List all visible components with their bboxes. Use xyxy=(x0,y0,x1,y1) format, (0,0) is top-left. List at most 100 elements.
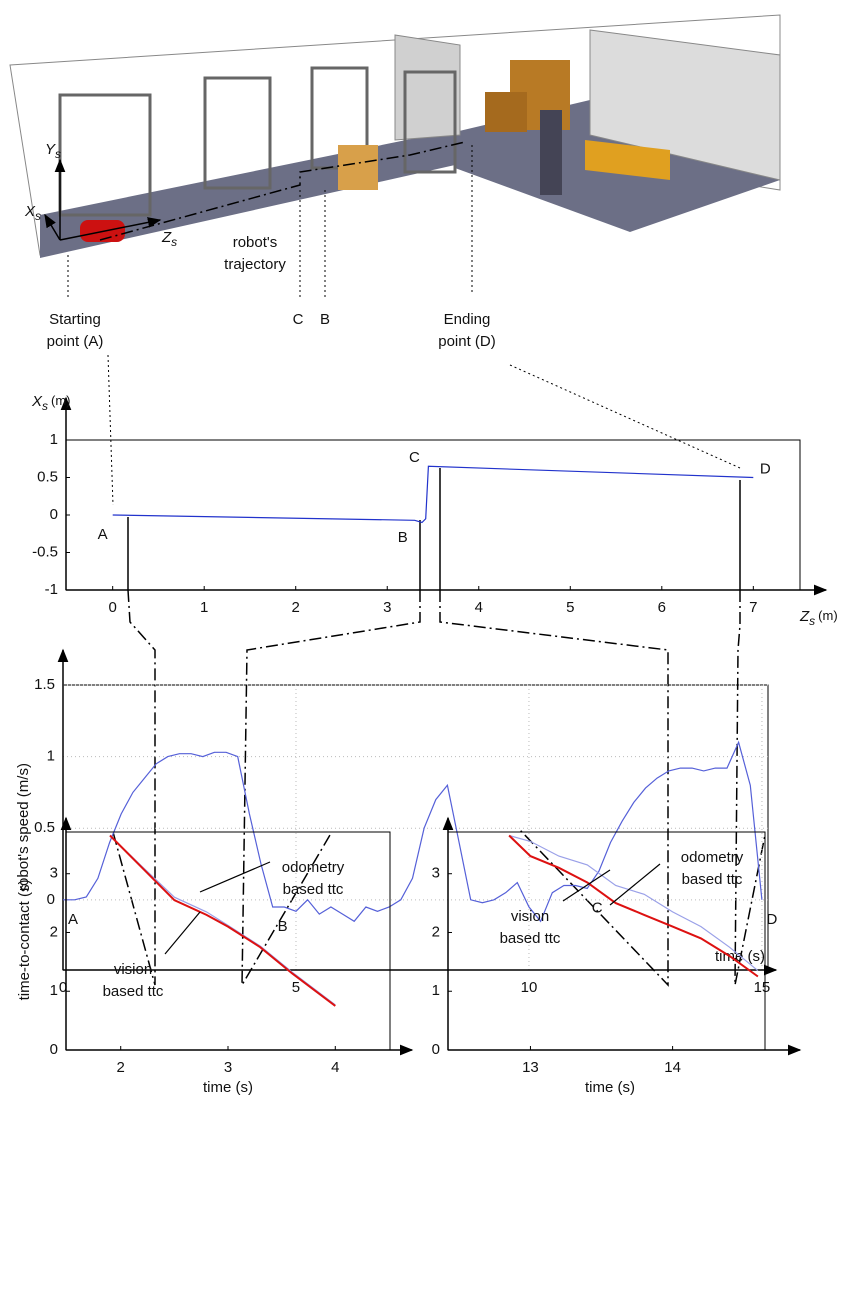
annotation-leader xyxy=(562,869,611,902)
x-tick-label: 6 xyxy=(658,599,666,616)
series-line xyxy=(112,465,754,524)
point-label: D xyxy=(767,911,778,928)
x-tick-label: 3 xyxy=(383,599,391,616)
pallet xyxy=(338,145,378,190)
scene: Ys Xs Zs robot's trajectory Starting poi… xyxy=(9,14,781,350)
point-label: A xyxy=(68,911,78,928)
point-label: B xyxy=(278,918,288,935)
x-tick-label: 10 xyxy=(521,979,538,996)
x-tick-label: 7 xyxy=(749,599,757,616)
axis-arrow xyxy=(59,217,162,241)
y-axis-label: robot's speed (m/s) xyxy=(15,763,32,891)
room-wall xyxy=(589,29,781,181)
y-axis-label: X xyxy=(31,393,43,410)
annotation: vision xyxy=(511,908,549,925)
x-axis-label: time (s) xyxy=(585,1079,635,1096)
annotation-leader xyxy=(199,861,271,893)
scene-label: C xyxy=(293,311,304,328)
axis-label: Xs xyxy=(24,203,41,223)
plot: 13 14 0 1 2 3 time (s) odometry based ttc vision b… xyxy=(432,816,802,1096)
point-label: D xyxy=(760,460,771,477)
y-tick-label: 3 xyxy=(50,865,58,882)
x-tick-label: 15 xyxy=(754,979,771,996)
y-tick-label: 1 xyxy=(50,982,58,999)
annotation: based ttc xyxy=(283,881,344,898)
x-tick-label: 0 xyxy=(109,599,117,616)
x-tick-label: 3 xyxy=(224,1059,232,1076)
y-tick-label: -1 xyxy=(45,581,58,598)
x-axis-label: time (s) xyxy=(203,1079,253,1096)
trajectory xyxy=(99,141,466,241)
x-tick-label: 4 xyxy=(475,599,483,616)
leader xyxy=(107,354,114,506)
scene-label: B xyxy=(320,311,330,328)
scene-label: Starting xyxy=(49,311,101,328)
point-label: A xyxy=(98,526,108,543)
x-tick-label: 2 xyxy=(117,1059,125,1076)
scene-label: trajectory xyxy=(224,256,286,273)
y-axis-label: s xyxy=(42,399,48,413)
y-axis-label: time-to-contact (s) xyxy=(16,880,33,1001)
annotation: based ttc xyxy=(500,930,561,947)
annotation-leader xyxy=(609,863,661,906)
annotation: odometry xyxy=(282,859,345,876)
door xyxy=(58,93,152,217)
x-tick-label: 5 xyxy=(292,979,300,996)
y-tick-label: 0 xyxy=(50,1041,58,1058)
connector xyxy=(439,590,669,987)
y-tick-label: 0 xyxy=(432,1041,440,1058)
scene-label: point (A) xyxy=(47,333,104,350)
y-tick-label: 1 xyxy=(50,431,58,448)
annotation: based ttc xyxy=(682,871,743,888)
person xyxy=(540,110,562,195)
axis-label: Zs xyxy=(161,229,177,249)
y-axis-label: (m) xyxy=(51,393,71,408)
annotation: vision xyxy=(114,961,152,978)
y-tick-label: -0.5 xyxy=(32,543,58,560)
axis-label: Ys xyxy=(45,141,61,161)
x-axis-label: time (s) xyxy=(585,1079,635,1096)
series-line xyxy=(508,834,759,972)
y-tick-label: 0 xyxy=(50,506,58,523)
door xyxy=(403,70,457,174)
x-tick-label: 0 xyxy=(59,979,67,996)
y-tick-label: 1 xyxy=(432,982,440,999)
annotation-leader xyxy=(164,911,201,955)
x-axis-label: Zs (m) xyxy=(799,608,838,628)
x-axis-label: s xyxy=(809,614,815,628)
y-tick-label: 3 xyxy=(432,865,440,882)
plot-frame xyxy=(65,439,801,591)
partition xyxy=(394,34,461,141)
y-tick-label: 1 xyxy=(47,748,55,765)
series-line xyxy=(63,740,763,923)
axis-arrow xyxy=(44,213,61,241)
x-tick-label: 4 xyxy=(331,1059,339,1076)
pallet-truck xyxy=(585,140,670,180)
x-axis-label: time (s) xyxy=(203,1079,253,1096)
x-axis-label: Z xyxy=(799,608,810,625)
y-tick-label: 2 xyxy=(50,923,58,940)
point-label: B xyxy=(398,529,408,546)
x-axis-label: (m) xyxy=(818,608,838,623)
series-line xyxy=(109,834,336,1007)
connector xyxy=(241,590,421,988)
annotation: based ttc xyxy=(103,983,164,1000)
x-tick-label: 2 xyxy=(292,599,300,616)
x-tick-label: 1 xyxy=(200,599,208,616)
scene-label: point (D) xyxy=(438,333,496,350)
y-tick-label: 0.5 xyxy=(37,468,58,485)
box xyxy=(485,92,527,132)
y-tick-label: 1.5 xyxy=(34,676,55,693)
scene-label: robot's xyxy=(233,234,278,251)
door xyxy=(203,76,272,190)
connector xyxy=(734,590,766,986)
x-tick-label: 14 xyxy=(664,1059,681,1076)
connectors xyxy=(107,354,766,988)
series-line xyxy=(508,834,759,978)
x-tick-label: 5 xyxy=(566,599,574,616)
point-label: C xyxy=(409,449,420,466)
